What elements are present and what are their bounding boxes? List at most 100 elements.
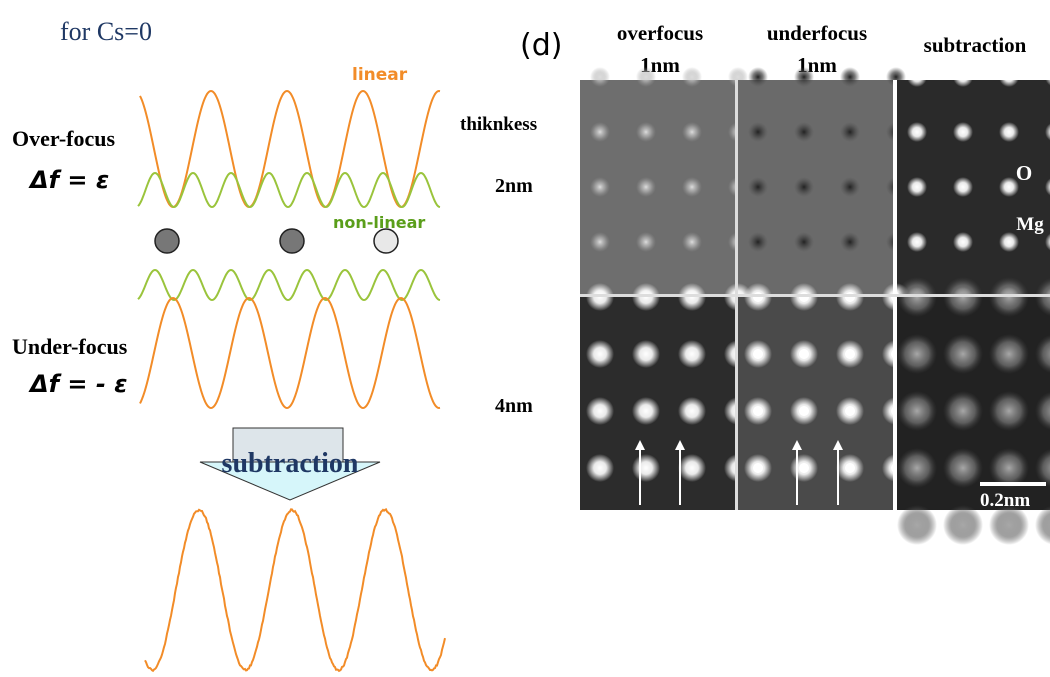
atom-column	[953, 67, 973, 87]
atom	[374, 229, 398, 253]
atom-column	[897, 334, 937, 374]
column-header: overfocus	[617, 21, 703, 45]
atom-column	[999, 232, 1019, 252]
atom-core	[753, 349, 763, 359]
row-header: thiknkess	[460, 114, 537, 135]
wave	[140, 298, 440, 408]
atom-column	[586, 397, 614, 425]
atom-column	[840, 177, 860, 197]
over-focus-label: Over-focus	[12, 126, 115, 151]
atom-column	[682, 122, 702, 142]
atom-column	[897, 505, 937, 545]
atom-column	[590, 177, 610, 197]
under-focus-label: Under-focus	[12, 334, 128, 359]
over-focus-formula: Δf = ε	[28, 166, 109, 194]
atom-column	[794, 122, 814, 142]
atom-column	[678, 340, 706, 368]
oxygen-label: O	[1016, 161, 1032, 185]
micrograph	[580, 283, 752, 539]
atom-column	[907, 177, 927, 197]
atom-column	[586, 340, 614, 368]
atom-column	[590, 67, 610, 87]
nonlinear-label: non-linear	[333, 213, 425, 232]
atom-core	[799, 463, 809, 473]
atom-column	[682, 67, 702, 87]
micrograph	[580, 67, 748, 307]
divider	[580, 294, 1050, 297]
atom-column	[989, 391, 1029, 431]
atom	[280, 229, 304, 253]
atom-core	[753, 406, 763, 416]
atom-column	[907, 232, 927, 252]
atom-column	[590, 232, 610, 252]
row-label: 4nm	[495, 395, 533, 417]
atom-column	[586, 454, 614, 482]
atom-column	[999, 122, 1019, 142]
atom-core	[799, 349, 809, 359]
atom-column	[682, 177, 702, 197]
scale-bar-label: 0.2nm	[980, 490, 1030, 511]
row-label: 2nm	[495, 175, 533, 197]
atom-column	[636, 232, 656, 252]
atom-column	[953, 122, 973, 142]
atom-column	[632, 397, 660, 425]
atom-column	[907, 67, 927, 87]
atom-core	[845, 463, 855, 473]
atom-column	[907, 122, 927, 142]
atom-column	[999, 67, 1019, 87]
wave	[138, 173, 440, 207]
linear-label: linear	[352, 65, 408, 85]
atom-column	[840, 122, 860, 142]
arrow-label: subtraction	[222, 448, 359, 479]
atom-core	[845, 520, 855, 530]
atom-column	[840, 232, 860, 252]
atom-column	[989, 505, 1029, 545]
atom-core	[753, 463, 763, 473]
atom-column	[590, 122, 610, 142]
atom-column	[678, 454, 706, 482]
atom-column	[953, 177, 973, 197]
atom-column	[943, 448, 983, 488]
atom-column	[840, 67, 860, 87]
atom-column	[632, 511, 660, 539]
atom-column	[794, 232, 814, 252]
atom-column	[897, 391, 937, 431]
atom-column	[794, 177, 814, 197]
atom-column	[953, 232, 973, 252]
atom-core	[845, 406, 855, 416]
micrograph	[738, 67, 906, 307]
atom-column	[636, 177, 656, 197]
atom-column	[682, 232, 702, 252]
wave	[138, 270, 440, 300]
atom-column	[636, 122, 656, 142]
panel-label: (d)	[520, 28, 562, 63]
atom-core	[799, 520, 809, 530]
atom-column	[632, 454, 660, 482]
wave	[140, 91, 440, 207]
micrograph	[738, 283, 910, 539]
atom-column	[748, 232, 768, 252]
micrograph	[897, 67, 1050, 307]
atom-column	[989, 334, 1029, 374]
figure: for Cs=0 linear non-linear Over-focus Δf…	[0, 0, 1050, 677]
column-header: subtraction	[924, 33, 1027, 57]
atom-column	[897, 448, 937, 488]
atom-column	[943, 391, 983, 431]
atom-column	[943, 334, 983, 374]
atom-column	[748, 177, 768, 197]
magnesium-label: Mg	[1016, 214, 1044, 235]
atom-column	[943, 505, 983, 545]
atom-column	[678, 511, 706, 539]
atom-column	[794, 67, 814, 87]
atom	[155, 229, 179, 253]
atom-column	[636, 67, 656, 87]
atom-column	[1035, 505, 1050, 545]
atom-core	[799, 406, 809, 416]
under-focus-formula: Δf = - ε	[28, 370, 128, 398]
column-header: underfocus	[767, 21, 867, 45]
heading: for Cs=0	[60, 17, 152, 46]
waves	[138, 91, 445, 671]
atom-column	[586, 511, 614, 539]
atom-column	[632, 340, 660, 368]
atom-column	[748, 67, 768, 87]
